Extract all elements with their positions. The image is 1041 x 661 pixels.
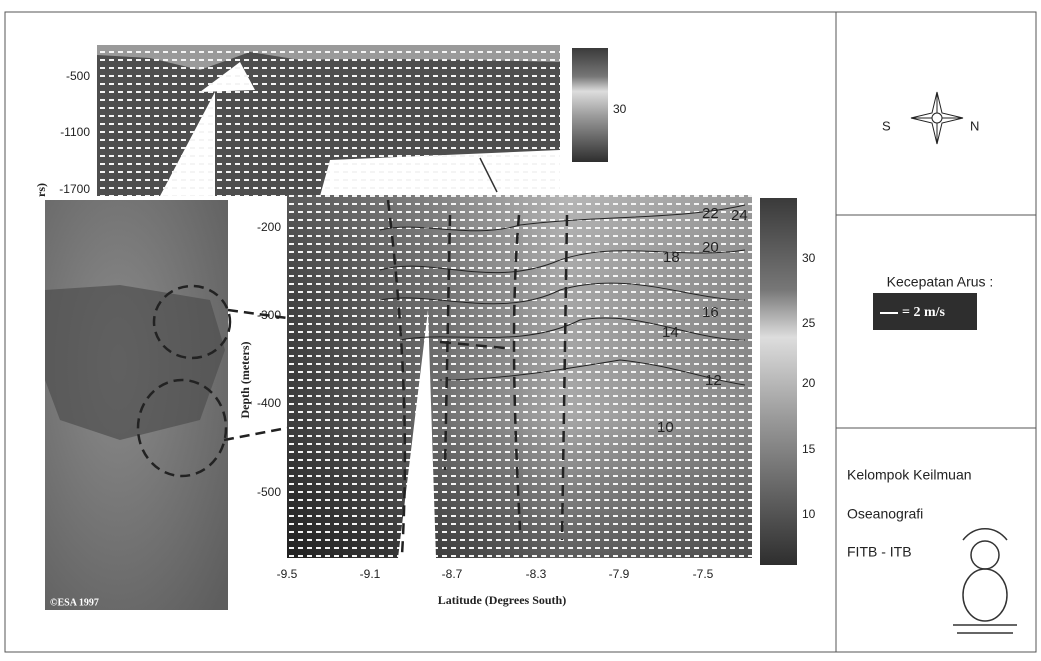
contour-label: 22	[702, 205, 719, 222]
y-axis-label: Depth (meters)	[238, 342, 252, 419]
group-text: Oseanografi	[847, 506, 923, 522]
top-vectors	[97, 45, 560, 196]
x-tick-label: -8.7	[442, 567, 463, 581]
y-tick-label: -1100	[60, 125, 90, 139]
main-colorbar	[760, 198, 797, 565]
x-tick-label: -8.3	[526, 567, 547, 581]
y-tick-label: -500	[257, 485, 281, 499]
contour-label: 20	[702, 239, 719, 256]
colorbar-tick-label: 30	[802, 251, 816, 265]
image-caption: ©ESA 1997	[50, 597, 99, 608]
compass-rose	[911, 92, 963, 144]
page: -500 -1100 -1700 30 rs) ©ESA 1997 -200 -300 -400…	[0, 0, 1041, 656]
legend-scale: = 2 m/s	[902, 305, 946, 320]
y-tick-label: -500	[66, 69, 90, 83]
top-colorbar	[572, 48, 608, 162]
logo	[953, 529, 1017, 633]
contour-label: 16	[702, 304, 719, 321]
y-tick-label: -400	[257, 396, 281, 410]
x-tick-label: -7.9	[609, 567, 630, 581]
colorbar-tick-label: 20	[802, 376, 816, 390]
x-tick-label: -9.1	[360, 567, 381, 581]
y-tick-label: -1700	[59, 182, 90, 196]
colorbar-tick-label: 10	[802, 507, 816, 521]
contour-label: 14	[662, 324, 679, 341]
contour-label: 18	[663, 249, 680, 266]
legend-title: Kecepatan Arus :	[887, 274, 994, 290]
contour-label: 24	[731, 207, 748, 224]
y-tick-label: -200	[257, 220, 281, 234]
colorbar-tick-label: 30	[613, 102, 627, 116]
compass-label: N	[970, 118, 979, 133]
x-axis-label: Latitude (Degrees South)	[438, 593, 566, 607]
compass-label: S	[882, 118, 891, 133]
land	[45, 285, 225, 440]
group-text: FITB - ITB	[847, 544, 912, 560]
y-axis-label: rs)	[34, 183, 48, 197]
x-tick-label: -9.5	[277, 567, 298, 581]
group-text: Kelompok Keilmuan	[847, 467, 972, 483]
x-tick-label: -7.5	[693, 567, 714, 581]
contour-label: 10	[657, 419, 674, 436]
contour-label: 12	[705, 372, 722, 389]
colorbar-tick-label: 25	[802, 316, 816, 330]
colorbar-tick-label: 15	[802, 442, 816, 456]
y-tick-label: -300	[257, 308, 281, 322]
connector	[224, 428, 287, 440]
